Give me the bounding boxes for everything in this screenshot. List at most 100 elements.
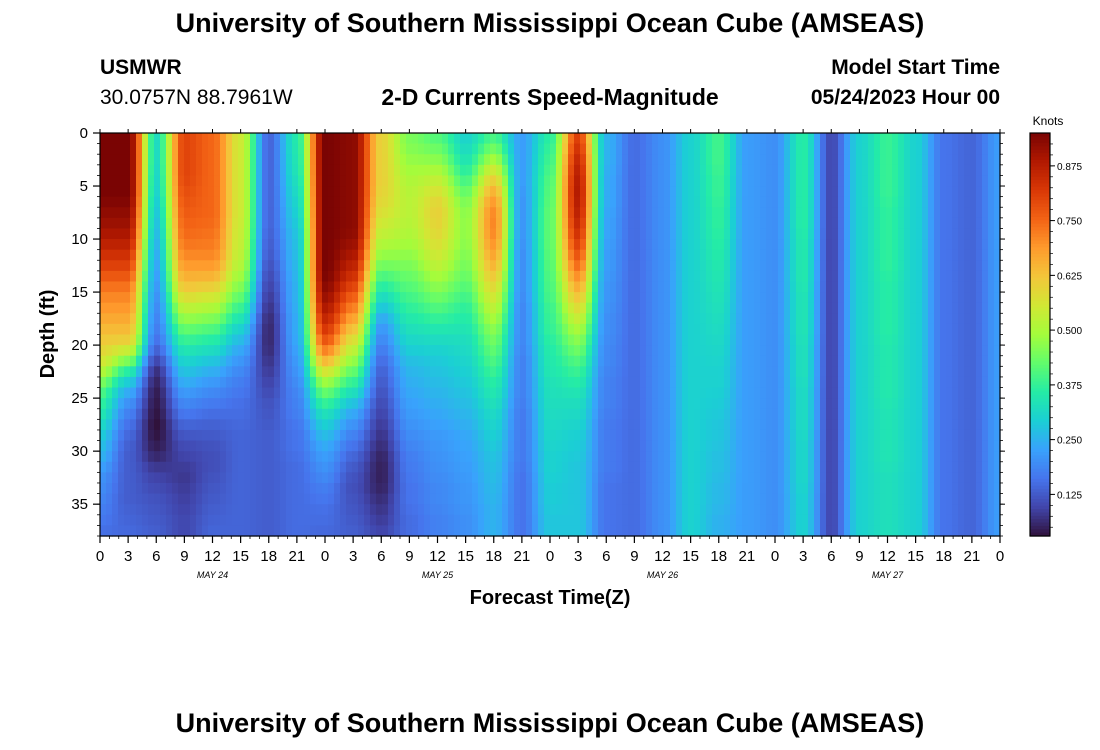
heatmap-cell: [208, 451, 215, 463]
heatmap-cell: [646, 387, 653, 399]
heatmap-cell: [604, 249, 611, 261]
heatmap-cell: [196, 504, 203, 516]
heatmap-cell: [130, 239, 137, 251]
heatmap-cell: [316, 398, 323, 410]
heatmap-cell: [790, 493, 797, 505]
heatmap-cell: [430, 196, 437, 208]
heatmap-cell: [226, 398, 233, 410]
heatmap-cell: [820, 461, 827, 473]
heatmap-cell: [454, 228, 461, 240]
heatmap-cell: [772, 440, 779, 452]
heatmap-cell: [664, 186, 671, 198]
heatmap-cell: [340, 239, 347, 251]
heatmap-cell: [712, 429, 719, 442]
heatmap-cell: [184, 345, 191, 357]
heatmap-cell: [682, 228, 689, 240]
heatmap-cell: [484, 323, 491, 336]
heatmap-cell: [142, 196, 149, 208]
heatmap-cell: [400, 334, 407, 346]
heatmap-cell: [796, 429, 803, 442]
heatmap-cell: [376, 323, 383, 336]
heatmap-cell: [874, 281, 881, 293]
heatmap-cell: [118, 175, 125, 187]
heatmap-cell: [796, 217, 803, 230]
heatmap-cell: [430, 292, 437, 304]
heatmap-cell: [724, 186, 731, 198]
heatmap-cell: [370, 239, 377, 251]
heatmap-cell: [802, 387, 809, 399]
heatmap-cell: [364, 493, 371, 505]
heatmap-cell: [772, 334, 779, 346]
heatmap-cell: [676, 366, 683, 378]
heatmap-cell: [196, 323, 203, 336]
heatmap-cell: [784, 504, 791, 516]
heatmap-cell: [886, 164, 893, 177]
heatmap-cell: [550, 323, 557, 336]
heatmap-cell: [118, 387, 125, 399]
heatmap-cell: [820, 143, 827, 155]
heatmap-cell: [778, 493, 785, 505]
heatmap-cell: [772, 207, 779, 219]
heatmap-cell: [664, 366, 671, 378]
heatmap-cell: [652, 440, 659, 452]
heatmap-cell: [286, 143, 293, 155]
heatmap-cell: [142, 154, 149, 166]
heatmap-cell: [862, 249, 869, 261]
heatmap-cell: [358, 345, 365, 357]
heatmap-cell: [802, 260, 809, 272]
heatmap-cell: [838, 525, 845, 537]
heatmap-cell: [736, 313, 743, 325]
heatmap-cell: [508, 514, 515, 526]
heatmap-cell: [826, 440, 833, 452]
heatmap-cell: [136, 207, 143, 219]
heatmap-cell: [364, 186, 371, 198]
heatmap-cell: [610, 186, 617, 198]
heatmap-cell: [406, 366, 413, 378]
heatmap-cell: [628, 270, 635, 283]
heatmap-cell: [652, 302, 659, 314]
heatmap-cell: [610, 196, 617, 208]
heatmap-cell: [484, 366, 491, 378]
heatmap-cell: [700, 482, 707, 495]
heatmap-cell: [856, 186, 863, 198]
heatmap-cell: [478, 164, 485, 177]
heatmap-cell: [796, 281, 803, 293]
heatmap-cell: [364, 239, 371, 251]
heatmap-cell: [520, 323, 527, 336]
heatmap-cell: [496, 387, 503, 399]
heatmap-cell: [460, 292, 467, 304]
heatmap-cell: [268, 334, 275, 346]
heatmap-cell: [298, 207, 305, 219]
heatmap-cell: [694, 164, 701, 177]
heatmap-cell: [484, 398, 491, 410]
heatmap-cell: [208, 355, 215, 367]
heatmap-cell: [790, 292, 797, 304]
heatmap-cell: [190, 133, 197, 145]
heatmap-cell: [154, 440, 161, 452]
heatmap-cell: [796, 164, 803, 177]
heatmap-cell: [664, 292, 671, 304]
heatmap-cell: [208, 154, 215, 166]
heatmap-cell: [508, 525, 515, 537]
heatmap-cell: [820, 525, 827, 537]
heatmap-cell: [796, 376, 803, 389]
heatmap-cell: [652, 164, 659, 177]
heatmap-cell: [376, 334, 383, 346]
heatmap-cell: [370, 154, 377, 166]
heatmap-cell: [754, 451, 761, 463]
heatmap-cell: [466, 440, 473, 452]
heatmap-cell: [400, 398, 407, 410]
heatmap-cell: [280, 334, 287, 346]
heatmap-cell: [232, 482, 239, 495]
heatmap-cell: [784, 143, 791, 155]
heatmap-cell: [478, 217, 485, 230]
heatmap-cell: [694, 366, 701, 378]
heatmap-cell: [646, 366, 653, 378]
heatmap-cell: [724, 514, 731, 526]
heatmap-cell: [706, 175, 713, 187]
heatmap-cell: [658, 398, 665, 410]
heatmap-cell: [568, 313, 575, 325]
heatmap-cell: [508, 270, 515, 283]
heatmap-cell: [550, 472, 557, 484]
heatmap-cell: [688, 493, 695, 505]
